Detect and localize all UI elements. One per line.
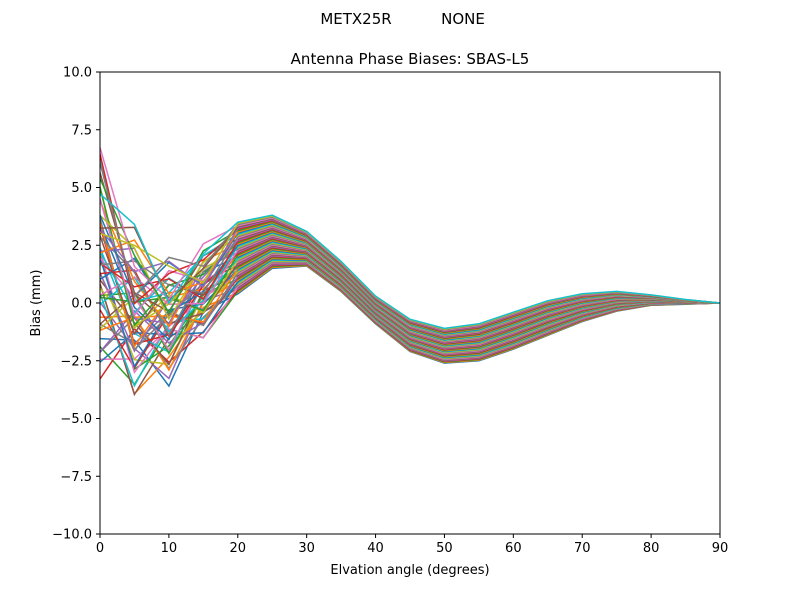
y-tick-label: 7.5 bbox=[71, 123, 92, 138]
y-axis-label: Bias (mm) bbox=[29, 270, 44, 337]
x-axis: 0 10 20 30 40 50 60 70 80 90 bbox=[96, 534, 728, 556]
x-tick-label: 70 bbox=[574, 541, 591, 556]
suptitle-left: METX25R bbox=[320, 10, 391, 28]
x-tick-label: 60 bbox=[505, 541, 522, 556]
x-tick-label: 0 bbox=[96, 541, 104, 556]
x-tick-label: 80 bbox=[643, 541, 660, 556]
y-tick-label: −5.0 bbox=[60, 412, 92, 427]
suptitle-right: NONE bbox=[441, 10, 485, 28]
y-axis: −10.0 −7.5 −5.0 −2.5 0.0 2.5 5.0 7.5 10.0 bbox=[52, 66, 100, 543]
chart-title: Antenna Phase Biases: SBAS-L5 bbox=[291, 50, 530, 68]
y-tick-label: 0.0 bbox=[71, 297, 92, 312]
x-tick-label: 40 bbox=[367, 541, 384, 556]
y-tick-label: 5.0 bbox=[71, 181, 92, 196]
x-tick-label: 50 bbox=[436, 541, 453, 556]
x-tick-label: 90 bbox=[712, 541, 729, 556]
series-layer bbox=[100, 147, 720, 397]
x-tick-label: 30 bbox=[298, 541, 315, 556]
x-axis-label: Elvation angle (degrees) bbox=[330, 563, 489, 578]
y-tick-label: 10.0 bbox=[63, 66, 92, 81]
y-tick-label: −10.0 bbox=[52, 528, 92, 543]
y-tick-label: 2.5 bbox=[71, 239, 92, 254]
series-line bbox=[100, 193, 720, 330]
x-tick-label: 20 bbox=[230, 541, 247, 556]
y-tick-label: −7.5 bbox=[60, 470, 92, 485]
y-tick-label: −2.5 bbox=[60, 354, 92, 369]
x-tick-label: 10 bbox=[161, 541, 178, 556]
